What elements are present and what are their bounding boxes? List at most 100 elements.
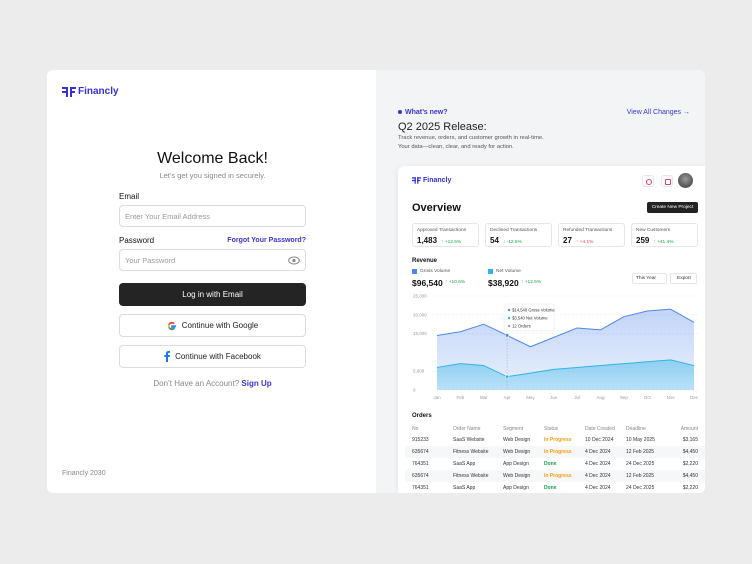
eye-icon[interactable] (288, 256, 300, 265)
forgot-link[interactable]: Forgot Your Password? (227, 237, 306, 244)
table-cell: 764351 (412, 485, 429, 491)
icon (665, 179, 671, 185)
column-header: Order Name (453, 426, 481, 432)
notification-button[interactable] (642, 175, 654, 187)
stat-row: 259 ↑ +41.4% (636, 236, 674, 245)
avatar[interactable] (678, 173, 693, 188)
table-cell: $4,450 (682, 449, 698, 455)
tooltip (503, 303, 555, 332)
signup-prompt: Don’t Have an Account? (153, 379, 240, 388)
table-cell: 764351 (412, 461, 429, 467)
x-tick-label: Jan (433, 395, 441, 400)
stat-label: New Customers (636, 228, 671, 233)
login-panel (47, 70, 376, 493)
facebook-button[interactable]: Continue with Facebook (119, 345, 306, 368)
column-header: Amount (680, 426, 698, 432)
table-cell: SaaS Website (453, 437, 485, 443)
table-cell: App Design (503, 485, 529, 491)
table-cell: App Design (503, 461, 529, 467)
release-title: Q2 2025 Release: (398, 121, 487, 133)
description: Your data—clean, clear, and ready for ac… (398, 144, 514, 150)
period-select[interactable]: This Year (632, 273, 667, 284)
stat-value: 259 (636, 236, 650, 245)
signup-link[interactable]: Sign Up (241, 379, 272, 388)
export-button[interactable]: Export (670, 273, 697, 284)
x-tick-label: May (526, 395, 535, 400)
line (436, 308, 695, 348)
title: Welcome Back! (157, 150, 268, 167)
password-label: Password (119, 236, 155, 245)
table-cell: 4 Dec 2024 (585, 449, 611, 455)
table-cell: 10 Dec 2024 (585, 437, 614, 443)
x-tick-label: Apr (504, 395, 512, 400)
footer: Financly 2030 (62, 470, 106, 477)
stat-change: ↓ -12.5% (502, 240, 522, 245)
table-cell: 635674 (412, 473, 429, 479)
stat-change: ↑ +4.1% (575, 240, 594, 245)
dot (398, 110, 402, 114)
table-cell: 915233 (412, 437, 429, 443)
placeholder: Your Password (125, 256, 176, 265)
table-cell: Fitness Website (453, 449, 489, 455)
column-header: Segment (503, 426, 524, 432)
legend-label: Gross Volume (420, 269, 451, 274)
email-label: Email (119, 192, 140, 201)
table-cell: $3,165 (682, 437, 698, 443)
button-text: Continue with Google (181, 321, 259, 330)
tooltip-dot (507, 324, 511, 328)
tooltip-text: $14,540 Gross Volume (512, 308, 555, 313)
table-cell: $2,220 (682, 461, 698, 467)
stat-card: Declined Transactions 54 ↓ -12.5% (485, 223, 552, 247)
x-tick-label: Aug (597, 395, 606, 400)
icon (646, 179, 652, 185)
y-tick-label: 0 (413, 388, 416, 393)
google-button[interactable]: Continue with Google (119, 314, 306, 337)
signup-line: Don’t Have an Account? Sign Up (119, 380, 306, 388)
table-cell: Done (544, 461, 557, 467)
stat-card: New Customers 259 ↑ +41.4% (631, 223, 698, 247)
y-tick-label: 15,000 (413, 331, 427, 336)
area (437, 359, 694, 390)
tooltip-dot (507, 316, 511, 320)
y-tick-label: 5,000 (413, 369, 425, 374)
stat-row: 54 ↓ -12.5% (490, 236, 522, 245)
y-tick-label: 20,000 (413, 312, 427, 317)
table-cell: 24 Dec 2025 (626, 461, 655, 467)
legend-swatch (412, 269, 417, 274)
stat-label: Approved Transactions (417, 228, 467, 233)
placeholder: Enter Your Email Address (125, 212, 211, 221)
stat-value: 27 (563, 236, 572, 245)
table-cell: $4,450 (682, 473, 698, 479)
message-button[interactable] (661, 175, 673, 187)
stat-label: Refunded Transactions (563, 228, 613, 233)
x-tick-label: Feb (456, 395, 464, 400)
login-button[interactable]: Log in with Email (119, 283, 306, 306)
changes-link[interactable]: View All Changes → (626, 109, 690, 116)
table-cell: Done (544, 485, 557, 491)
brand: Financly (78, 86, 119, 97)
tooltip-text: 12 Orders (512, 324, 531, 329)
email-input[interactable]: Enter Your Email Address (119, 205, 306, 227)
create-button[interactable]: Create New Project (647, 202, 698, 213)
table-cell: $2,220 (682, 485, 698, 491)
orders-title: Orders (412, 413, 432, 419)
table-cell: 12 Feb 2025 (626, 449, 655, 455)
password-input[interactable]: Your Password (119, 249, 306, 271)
button-text: Log in with Email (182, 290, 243, 299)
table-cell: In Progress (544, 449, 572, 455)
table-cell: SaaS App (453, 461, 476, 467)
total-change: ↑ +10.6% (445, 280, 466, 285)
x-tick-label: Jun (550, 395, 558, 400)
stat-change: ↑ +12.5% (441, 240, 462, 245)
stat-label: Declined Transactions (490, 228, 538, 233)
column-header: Deadline (626, 426, 646, 432)
stat-card: Approved Transactions 1,483 ↑ +12.5% (412, 223, 479, 247)
revenue-title: Revenue (412, 258, 438, 264)
stat-row: 27 ↑ +4.1% (563, 236, 593, 245)
stat-card: Refunded Transactions 27 ↑ +4.1% (558, 223, 625, 247)
table-cell: Web Design (503, 437, 531, 443)
table-row (405, 482, 705, 493)
